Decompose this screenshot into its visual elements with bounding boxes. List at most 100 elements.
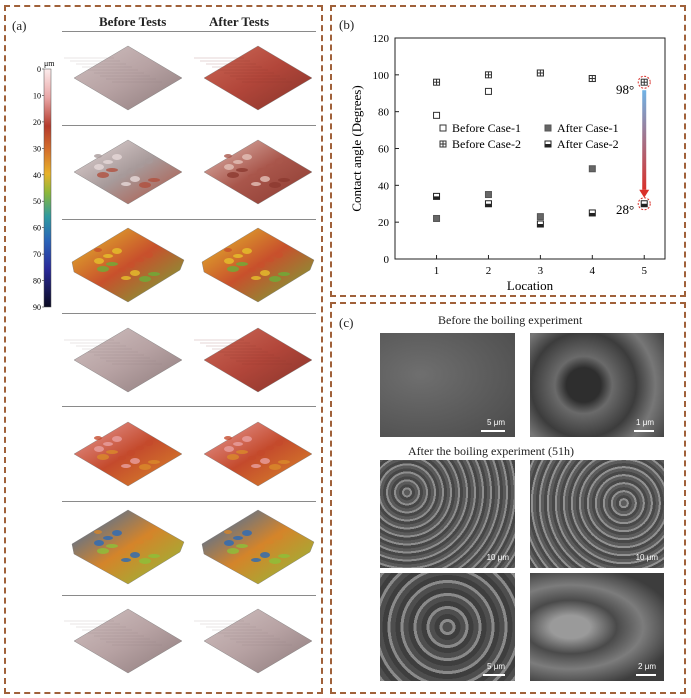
surface-feature [251,182,261,186]
legend-label: Before Case-1 [452,121,521,135]
data-point [588,75,596,83]
colorbar-tick-label: 70 [33,250,41,259]
surface-feature [227,172,239,178]
colorbar-tick-label: 80 [33,277,41,286]
legend-label: After Case-1 [557,121,619,135]
surface-feature [236,262,248,266]
surface-feature [130,270,140,276]
surface-feature [94,248,102,252]
surface-map-before [73,45,183,111]
surface-feature [97,548,109,554]
surface-feature [118,268,126,272]
data-point [588,165,596,173]
surface-feature [269,464,281,470]
panel-b-label: (b) [339,17,355,32]
surface-feature [118,174,126,178]
legend-label: Before Case-2 [452,137,521,151]
surface-feature [227,266,239,272]
colorbar-tick-label: 60 [33,224,41,233]
surface-feature [266,258,274,262]
surface-feature [127,262,135,268]
surface-feature [139,182,151,188]
surface-feature [275,158,283,164]
surface-feature [224,446,234,452]
change-arrow-head [639,189,650,198]
panel-c-label: (c) [339,315,354,330]
header-line [62,31,316,32]
surface-feature [94,436,102,440]
surface-feature [275,534,283,540]
sem-before-low: 5 μm [380,333,515,437]
surface-feature [236,544,248,548]
surface-feature [136,258,144,262]
row-sep-2 [62,219,316,220]
panel-a-label: (a) [12,18,27,33]
angle-annotation: 28° [616,202,634,217]
col-after-tests: After Tests [209,14,270,29]
surface-feature [136,164,144,168]
surface-feature [224,540,234,546]
surface-feature [248,174,256,178]
surface-feature [112,436,122,442]
highlight-circle [637,197,651,211]
sem-scale-label: 5 μm [487,662,505,671]
surface-feature [233,536,243,540]
colorbar-tick-label: 50 [33,197,41,206]
surface-feature [248,456,256,460]
data-point [536,213,544,221]
surface-feature [112,248,122,254]
row-sep-5 [62,501,316,502]
y-tick-label: 0 [384,254,390,266]
surface-map-before [73,608,183,674]
sem-after-1: 10 μm [380,460,515,568]
col-before-tests: Before Tests [99,14,167,29]
y-axis-label: Contact angle (Degrees) [349,85,364,211]
surface-feature [233,160,243,164]
data-point [640,200,648,208]
surface-feature [278,460,290,464]
surface-feature [94,258,104,264]
surface-feature [145,158,153,164]
surface-map-before [73,327,183,393]
surface-feature [248,550,256,554]
surface-feature [94,154,102,158]
surface-feature [242,154,252,160]
surface-feature [106,262,118,266]
surface-feature [236,168,248,172]
surface-maps [64,45,315,674]
legend-marker [439,124,447,132]
sem-after-3: 5 μm [380,573,515,681]
data-point [484,200,492,208]
surface-feature [103,442,113,446]
data-point [433,192,441,200]
x-tick-label: 5 [641,265,647,277]
title-after-boiling: After the boiling experiment (51h) [408,444,574,458]
surface-feature [248,268,256,272]
surface-feature [224,530,232,534]
sem-scale-bar [483,674,505,676]
surface-map-after [203,608,313,674]
colorbar-tick-label: 30 [33,144,41,153]
surface-feature [224,258,234,264]
surface-feature [257,544,265,550]
sem-scale-bar [481,430,505,432]
surface-feature [269,276,281,282]
surface-map-after [203,327,313,393]
surface-feature [127,450,135,456]
surface-feature [278,554,290,558]
surface-feature [94,540,104,546]
surface-feature [112,530,122,536]
surface-feature [130,458,140,464]
surface-feature [106,168,118,172]
surface-feature [103,254,113,258]
surface-feature [224,436,232,440]
surface-feature [103,536,113,540]
x-tick-label: 4 [590,265,596,277]
surface-feature [94,530,102,534]
y-tick-label: 80 [378,107,390,119]
surface-feature [257,168,265,174]
surface-feature [148,460,160,464]
surface-feature [130,552,140,558]
legend-marker [544,124,552,132]
surface-feature [260,552,270,558]
